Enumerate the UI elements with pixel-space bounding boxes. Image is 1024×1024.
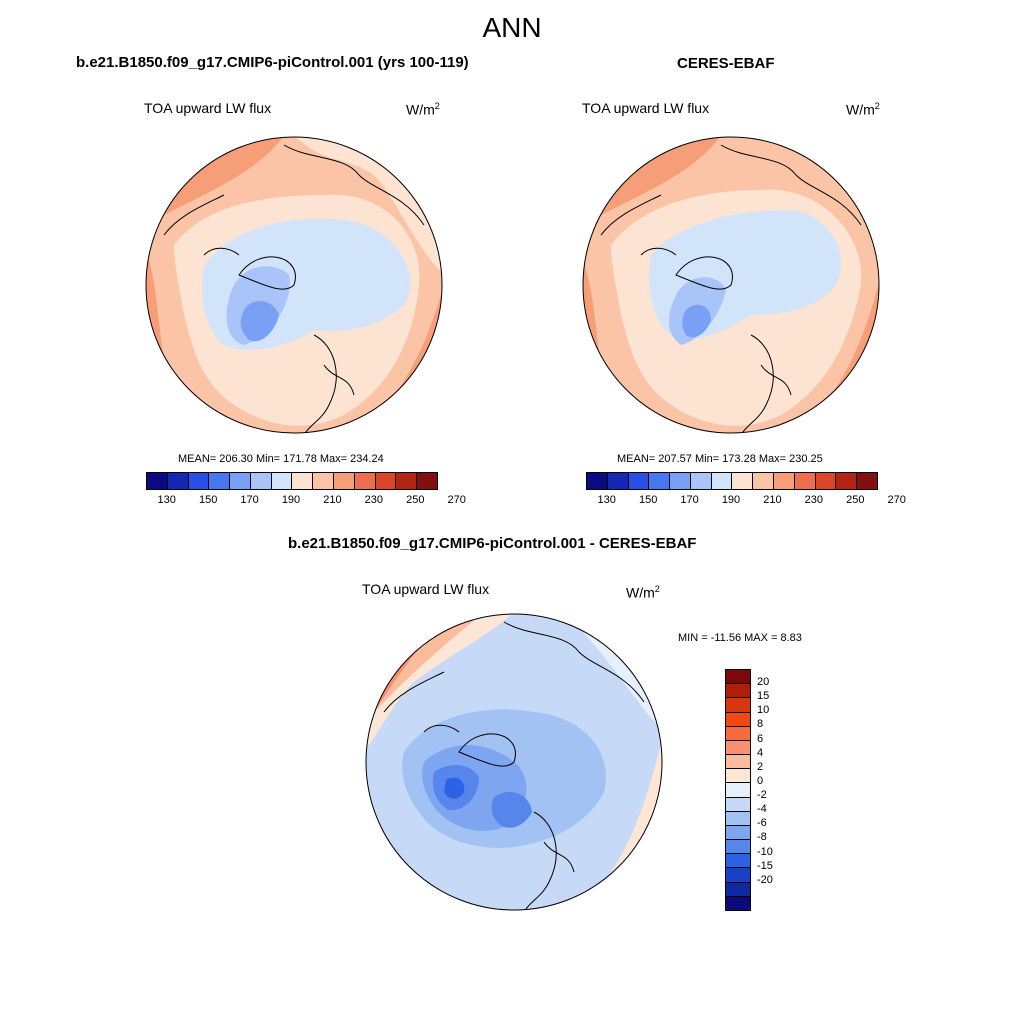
model-colorbar-swatch: [167, 473, 189, 489]
model-colorbar-swatch: [250, 473, 272, 489]
diff-colorbar-swatch: [726, 698, 750, 713]
obs-colorbar-swatch: [587, 473, 608, 489]
diff-colorbar-swatch: [726, 684, 750, 699]
model-colorbar-swatch: [334, 473, 355, 489]
model-colorbar-swatch: [292, 473, 314, 489]
model-colorbar-tick: 270: [447, 494, 466, 506]
diff-colorbar-tick: 15: [757, 690, 770, 703]
model-units: W/m2: [406, 101, 440, 118]
obs-colorbar-tick: 210: [763, 494, 782, 506]
model-colorbar-swatch: [188, 473, 210, 489]
diff-colorbar-swatch: [726, 825, 750, 841]
diff-colorbar-tick: -10: [757, 845, 773, 858]
obs-colorbar-swatch: [649, 473, 671, 489]
diff-colorbar-tick: -15: [757, 859, 773, 872]
obs-colorbar-tick: 190: [721, 494, 741, 506]
obs-colorbar-swatch: [753, 473, 775, 489]
obs-colorbar-tick: 270: [887, 494, 906, 506]
diff-colorbar-tick: 4: [757, 746, 764, 759]
diff-colorbar-swatch: [726, 854, 750, 869]
diff-colorbar-ticks: 20 15 10 8 6 4 2 0 -2 -4 -6 -8 -10 -15 -20: [757, 669, 797, 909]
obs-variable-label: TOA upward LW flux: [582, 100, 710, 116]
diff-colorbar-swatch: [726, 840, 750, 855]
diff-colorbar: [725, 669, 751, 911]
diff-colorbar-swatch: [726, 769, 750, 784]
obs-colorbar-swatch: [815, 473, 837, 489]
model-colorbar-tick: 150: [198, 494, 218, 506]
diff-polar-map: [365, 613, 663, 911]
model-colorbar-tick: 170: [240, 494, 259, 506]
model-colorbar-swatch: [396, 473, 418, 489]
diff-colorbar-swatch: [726, 726, 750, 741]
model-colorbar-tick: 250: [406, 494, 425, 506]
obs-colorbar-swatch: [628, 473, 650, 489]
obs-units: W/m2: [846, 101, 880, 118]
obs-colorbar-swatch: [732, 473, 754, 489]
obs-colorbar: [586, 472, 878, 490]
model-colorbar-swatch: [147, 473, 168, 489]
model-colorbar-tick: 130: [157, 494, 176, 506]
model-colorbar-ticks: 130 150 170 190 210 230 250 270: [146, 494, 466, 508]
obs-colorbar-swatch: [774, 473, 795, 489]
model-colorbar-swatch: [375, 473, 397, 489]
diff-colorbar-tick: -6: [757, 817, 767, 830]
model-stats: MEAN= 206.30 Min= 171.78 Max= 234.24: [178, 453, 384, 465]
obs-case-title: CERES-EBAF: [677, 55, 775, 72]
diff-colorbar-swatch: [726, 740, 750, 756]
obs-polar-map: [582, 136, 880, 434]
model-variable-label: TOA upward LW flux: [144, 100, 272, 116]
diff-units: W/m2: [626, 584, 660, 601]
model-colorbar-tick: 210: [323, 494, 342, 506]
diff-colorbar-swatch: [726, 712, 750, 727]
obs-colorbar-swatch: [836, 473, 858, 489]
diff-colorbar-swatch: [726, 882, 750, 897]
diff-colorbar-swatch: [726, 755, 750, 770]
obs-colorbar-swatch: [857, 473, 877, 489]
diff-colorbar-swatch: [726, 896, 750, 910]
page-title: ANN: [482, 12, 542, 43]
model-polar-map: [145, 136, 443, 434]
diff-colorbar-swatch: [726, 811, 750, 826]
diff-colorbar-tick: -8: [757, 831, 767, 844]
model-colorbar-swatch: [230, 473, 251, 489]
obs-colorbar-ticks: 130 150 170 190 210 230 250 270: [586, 494, 906, 508]
diff-colorbar-tick: 6: [757, 732, 764, 745]
diff-colorbar-tick: 0: [757, 774, 764, 787]
diff-colorbar-tick: 10: [757, 704, 770, 717]
diff-colorbar-swatch: [726, 670, 750, 685]
obs-colorbar-swatch: [711, 473, 733, 489]
diff-variable-label: TOA upward LW flux: [362, 581, 490, 597]
model-colorbar-swatch: [313, 473, 335, 489]
model-case-title: b.e21.B1850.f09_g17.CMIP6-piControl.001 …: [76, 54, 469, 71]
model-colorbar: [146, 472, 438, 490]
diff-colorbar-swatch: [726, 783, 750, 798]
obs-colorbar-tick: 170: [680, 494, 699, 506]
obs-colorbar-tick: 230: [804, 494, 824, 506]
obs-colorbar-tick: 150: [638, 494, 658, 506]
diff-colorbar-tick: 8: [757, 718, 764, 731]
model-colorbar-tick: 230: [364, 494, 384, 506]
model-colorbar-swatch: [271, 473, 293, 489]
diff-colorbar-tick: -2: [757, 789, 767, 802]
model-colorbar-swatch: [354, 473, 376, 489]
obs-colorbar-swatch: [670, 473, 691, 489]
diff-stats: MIN = -11.56 MAX = 8.83: [678, 632, 802, 644]
obs-stats: MEAN= 207.57 Min= 173.28 Max= 230.25: [617, 453, 823, 465]
diff-colorbar-tick: -20: [757, 873, 773, 886]
model-colorbar-tick: 190: [281, 494, 301, 506]
diff-colorbar-tick: 20: [757, 676, 770, 689]
model-colorbar-swatch: [417, 473, 437, 489]
obs-colorbar-swatch: [690, 473, 712, 489]
obs-colorbar-tick: 130: [597, 494, 616, 506]
diff-colorbar-swatch: [726, 797, 750, 812]
diff-colorbar-tick: 2: [757, 760, 764, 773]
obs-colorbar-tick: 250: [846, 494, 865, 506]
diff-colorbar-swatch: [726, 868, 750, 883]
obs-colorbar-swatch: [607, 473, 629, 489]
obs-colorbar-swatch: [794, 473, 816, 489]
diff-case-title: b.e21.B1850.f09_g17.CMIP6-piControl.001 …: [288, 535, 697, 552]
diff-colorbar-tick: -4: [757, 803, 767, 816]
model-colorbar-swatch: [209, 473, 231, 489]
